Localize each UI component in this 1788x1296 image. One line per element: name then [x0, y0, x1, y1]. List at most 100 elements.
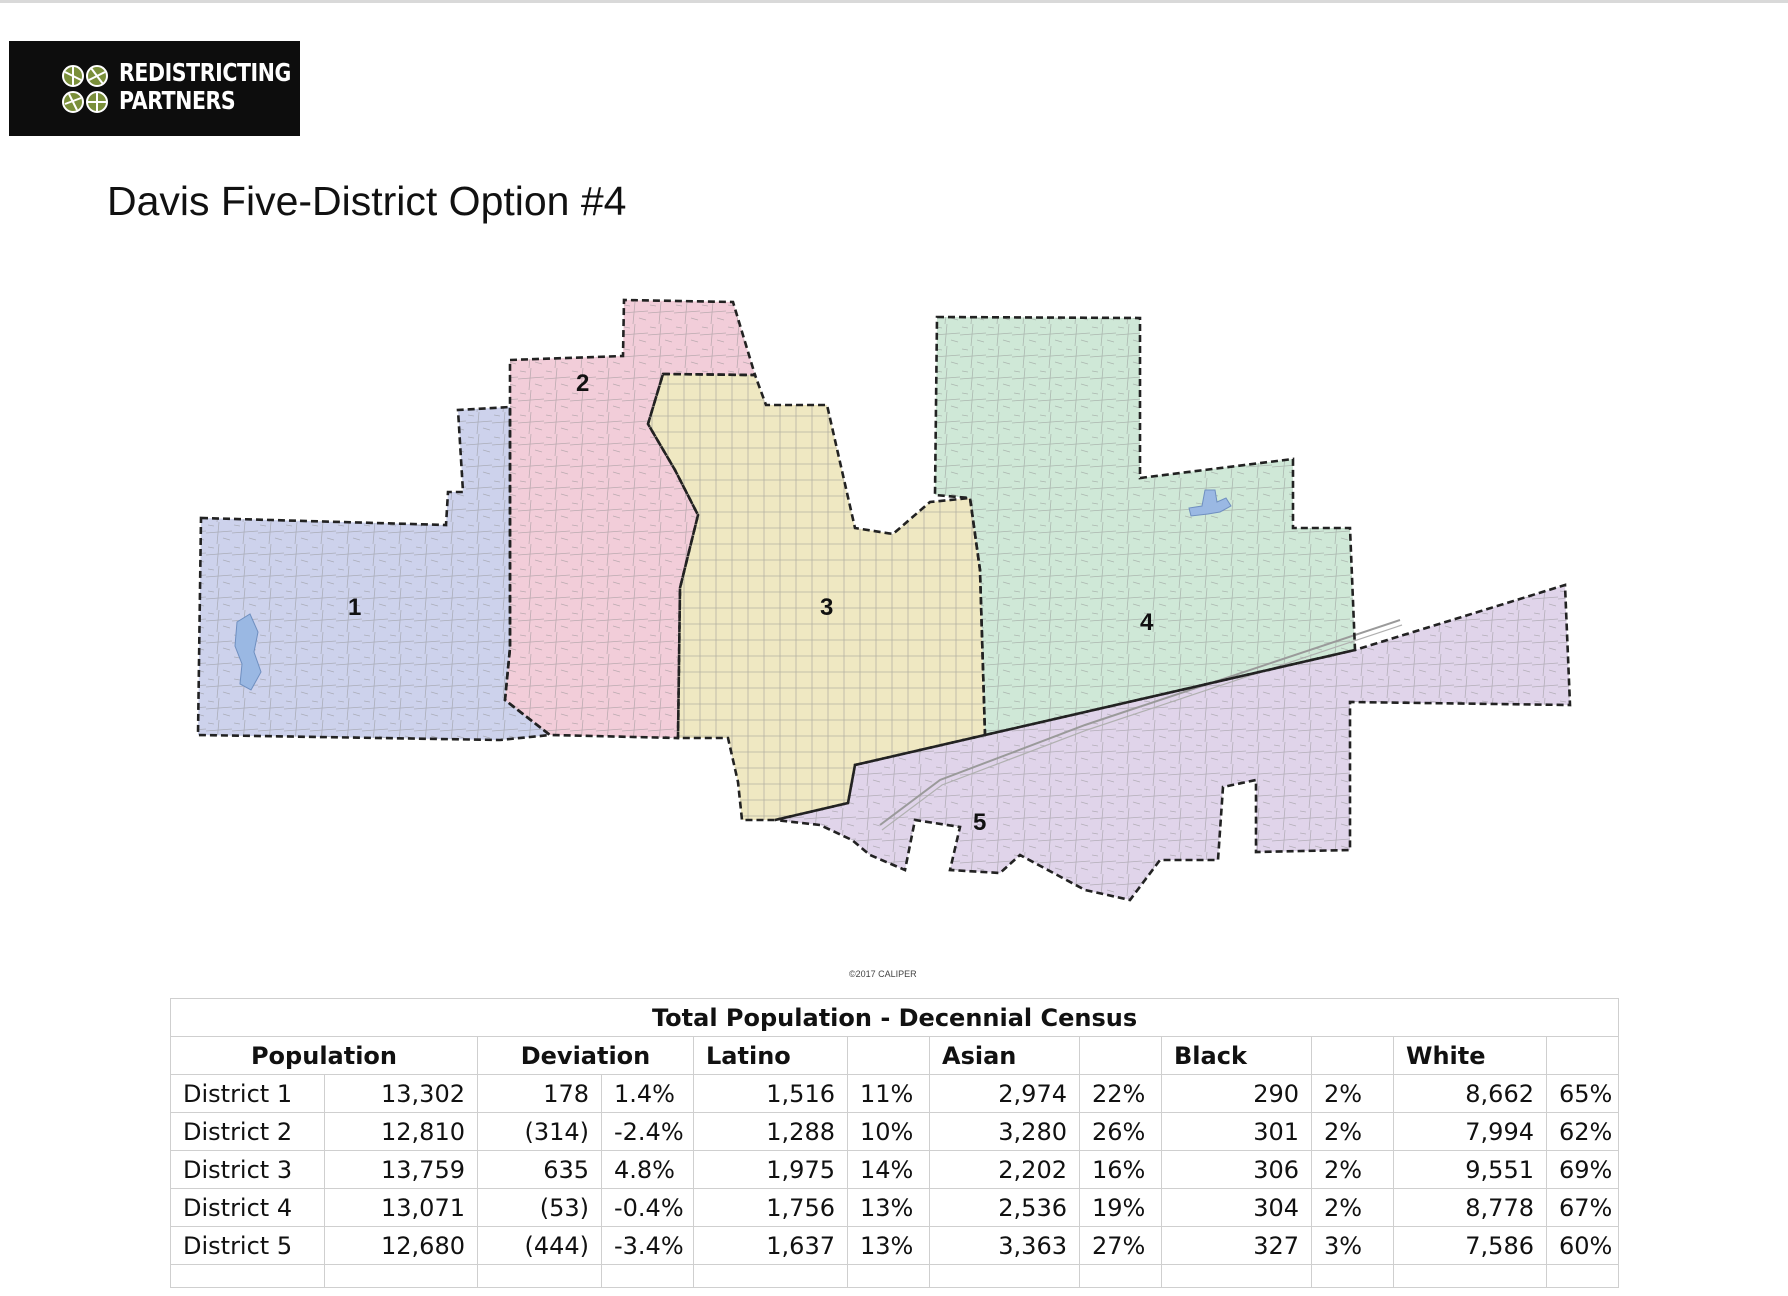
cell-district: District 3 [170, 1150, 325, 1189]
logo-text: REDISTRICTING PARTNERS [119, 59, 291, 115]
cell-black: 327 [1161, 1226, 1312, 1265]
cell-asian: 3,280 [929, 1112, 1080, 1151]
district-5-label: 5 [973, 809, 986, 836]
district-1-streets [198, 407, 550, 740]
table-caption: Total Population - Decennial Census [169, 998, 1620, 1037]
cell-population: 12,680 [324, 1226, 478, 1265]
header-black-pct [1311, 1036, 1394, 1075]
cell-asian: 2,202 [929, 1150, 1080, 1189]
district-4-streets [935, 317, 1355, 735]
table-blank-row [170, 1264, 1620, 1288]
cell-white: 9,551 [1393, 1150, 1547, 1189]
cell-white: 7,994 [1393, 1112, 1547, 1151]
cell-deviation: (314) [477, 1112, 602, 1151]
cell-latino-pct: 10% [847, 1112, 930, 1151]
cell-black: 301 [1161, 1112, 1312, 1151]
district-boundaries [196, 298, 1572, 902]
pond-district-4 [1188, 489, 1232, 517]
cell-asian-pct: 26% [1079, 1112, 1162, 1151]
district-1-label: 1 [348, 594, 361, 621]
logo-line-1: REDISTRICTING [119, 58, 291, 87]
census-table-body: Total Population - Decennial Census Popu… [169, 998, 1620, 1288]
district-2-label: 2 [576, 370, 589, 397]
cell-black-pct: 2% [1311, 1074, 1394, 1113]
cell-asian: 2,536 [929, 1188, 1080, 1227]
cell-black-pct: 2% [1311, 1188, 1394, 1227]
cell-black: 304 [1161, 1188, 1312, 1227]
cell-black-pct: 3% [1311, 1226, 1394, 1265]
cell-population: 13,302 [324, 1074, 478, 1113]
district-4-label: 4 [1140, 609, 1154, 636]
census-table: Total Population - Decennial Census Popu… [169, 998, 1620, 1288]
cell-deviation: (444) [477, 1226, 602, 1265]
header-latino-pct [847, 1036, 930, 1075]
district-map-svg: 1 2 3 4 5 [196, 298, 1572, 902]
header-latino: Latino [693, 1036, 848, 1075]
cell-black: 306 [1161, 1150, 1312, 1189]
cell-white-pct: 67% [1545, 1188, 1620, 1227]
cell-population: 13,759 [324, 1150, 478, 1189]
cell-deviation-pct: -0.4% [601, 1188, 694, 1227]
redistricting-partners-logo: REDISTRICTING PARTNERS [9, 41, 300, 136]
table-row: District 4 13,071 (53) -0.4% 1,756 13% 2… [170, 1188, 1620, 1227]
header-white-pct [1545, 1036, 1620, 1075]
cell-latino: 1,975 [693, 1150, 848, 1189]
cell-population: 13,071 [324, 1188, 478, 1227]
district-2-streets [505, 300, 755, 738]
railroad-line [879, 619, 1401, 826]
railroad-line-2 [881, 624, 1403, 831]
cell-white-pct: 69% [1545, 1150, 1620, 1189]
map-copyright: ©2017 CALIPER [849, 969, 917, 979]
cell-asian-pct: 22% [1079, 1074, 1162, 1113]
page-title: Davis Five-District Option #4 [107, 178, 627, 224]
cell-deviation: (53) [477, 1188, 602, 1227]
district-map: 1 2 3 4 5 [180, 280, 1600, 920]
cell-deviation-pct: -3.4% [601, 1226, 694, 1265]
cell-asian-pct: 27% [1079, 1226, 1162, 1265]
cell-white-pct: 62% [1545, 1112, 1620, 1151]
cell-district: District 4 [170, 1188, 325, 1227]
cell-latino: 1,288 [693, 1112, 848, 1151]
lake-district-1 [234, 613, 262, 691]
top-rule [0, 0, 1788, 3]
table-header-row: Population Deviation Latino Asian Black … [170, 1036, 1620, 1075]
cell-white: 8,662 [1393, 1074, 1547, 1113]
cell-deviation-pct: 4.8% [601, 1150, 694, 1189]
cell-asian: 2,974 [929, 1074, 1080, 1113]
cell-district: District 5 [170, 1226, 325, 1265]
cell-white: 8,778 [1393, 1188, 1547, 1227]
cell-latino-pct: 11% [847, 1074, 930, 1113]
cell-deviation: 635 [477, 1150, 602, 1189]
cell-latino-pct: 14% [847, 1150, 930, 1189]
cell-black: 290 [1161, 1074, 1312, 1113]
header-white: White [1393, 1036, 1547, 1075]
logo-marks-icon [62, 65, 108, 113]
district-3-label: 3 [820, 594, 833, 621]
cell-asian-pct: 16% [1079, 1150, 1162, 1189]
cell-white-pct: 65% [1545, 1074, 1620, 1113]
cell-asian: 3,363 [929, 1226, 1080, 1265]
header-asian-pct [1079, 1036, 1162, 1075]
cell-asian-pct: 19% [1079, 1188, 1162, 1227]
cell-latino-pct: 13% [847, 1226, 930, 1265]
table-row: District 3 13,759 635 4.8% 1,975 14% 2,2… [170, 1150, 1620, 1189]
table-row: District 2 12,810 (314) -2.4% 1,288 10% … [170, 1112, 1620, 1151]
cell-population: 12,810 [324, 1112, 478, 1151]
cell-latino: 1,637 [693, 1226, 848, 1265]
cell-latino: 1,756 [693, 1188, 848, 1227]
table-row: District 1 13,302 178 1.4% 1,516 11% 2,9… [170, 1074, 1620, 1113]
header-population: Population [170, 1036, 478, 1075]
cell-latino: 1,516 [693, 1074, 848, 1113]
cell-district: District 2 [170, 1112, 325, 1151]
cell-black-pct: 2% [1311, 1112, 1394, 1151]
cell-deviation: 178 [477, 1074, 602, 1113]
cell-black-pct: 2% [1311, 1150, 1394, 1189]
header-black: Black [1161, 1036, 1312, 1075]
table-row: District 5 12,680 (444) -3.4% 1,637 13% … [170, 1226, 1620, 1265]
cell-deviation-pct: 1.4% [601, 1074, 694, 1113]
cell-deviation-pct: -2.4% [601, 1112, 694, 1151]
logo-line-2: PARTNERS [119, 86, 236, 115]
cell-white-pct: 60% [1545, 1226, 1620, 1265]
table-caption-row: Total Population - Decennial Census [169, 998, 1620, 1037]
district-3-streets [648, 374, 985, 820]
